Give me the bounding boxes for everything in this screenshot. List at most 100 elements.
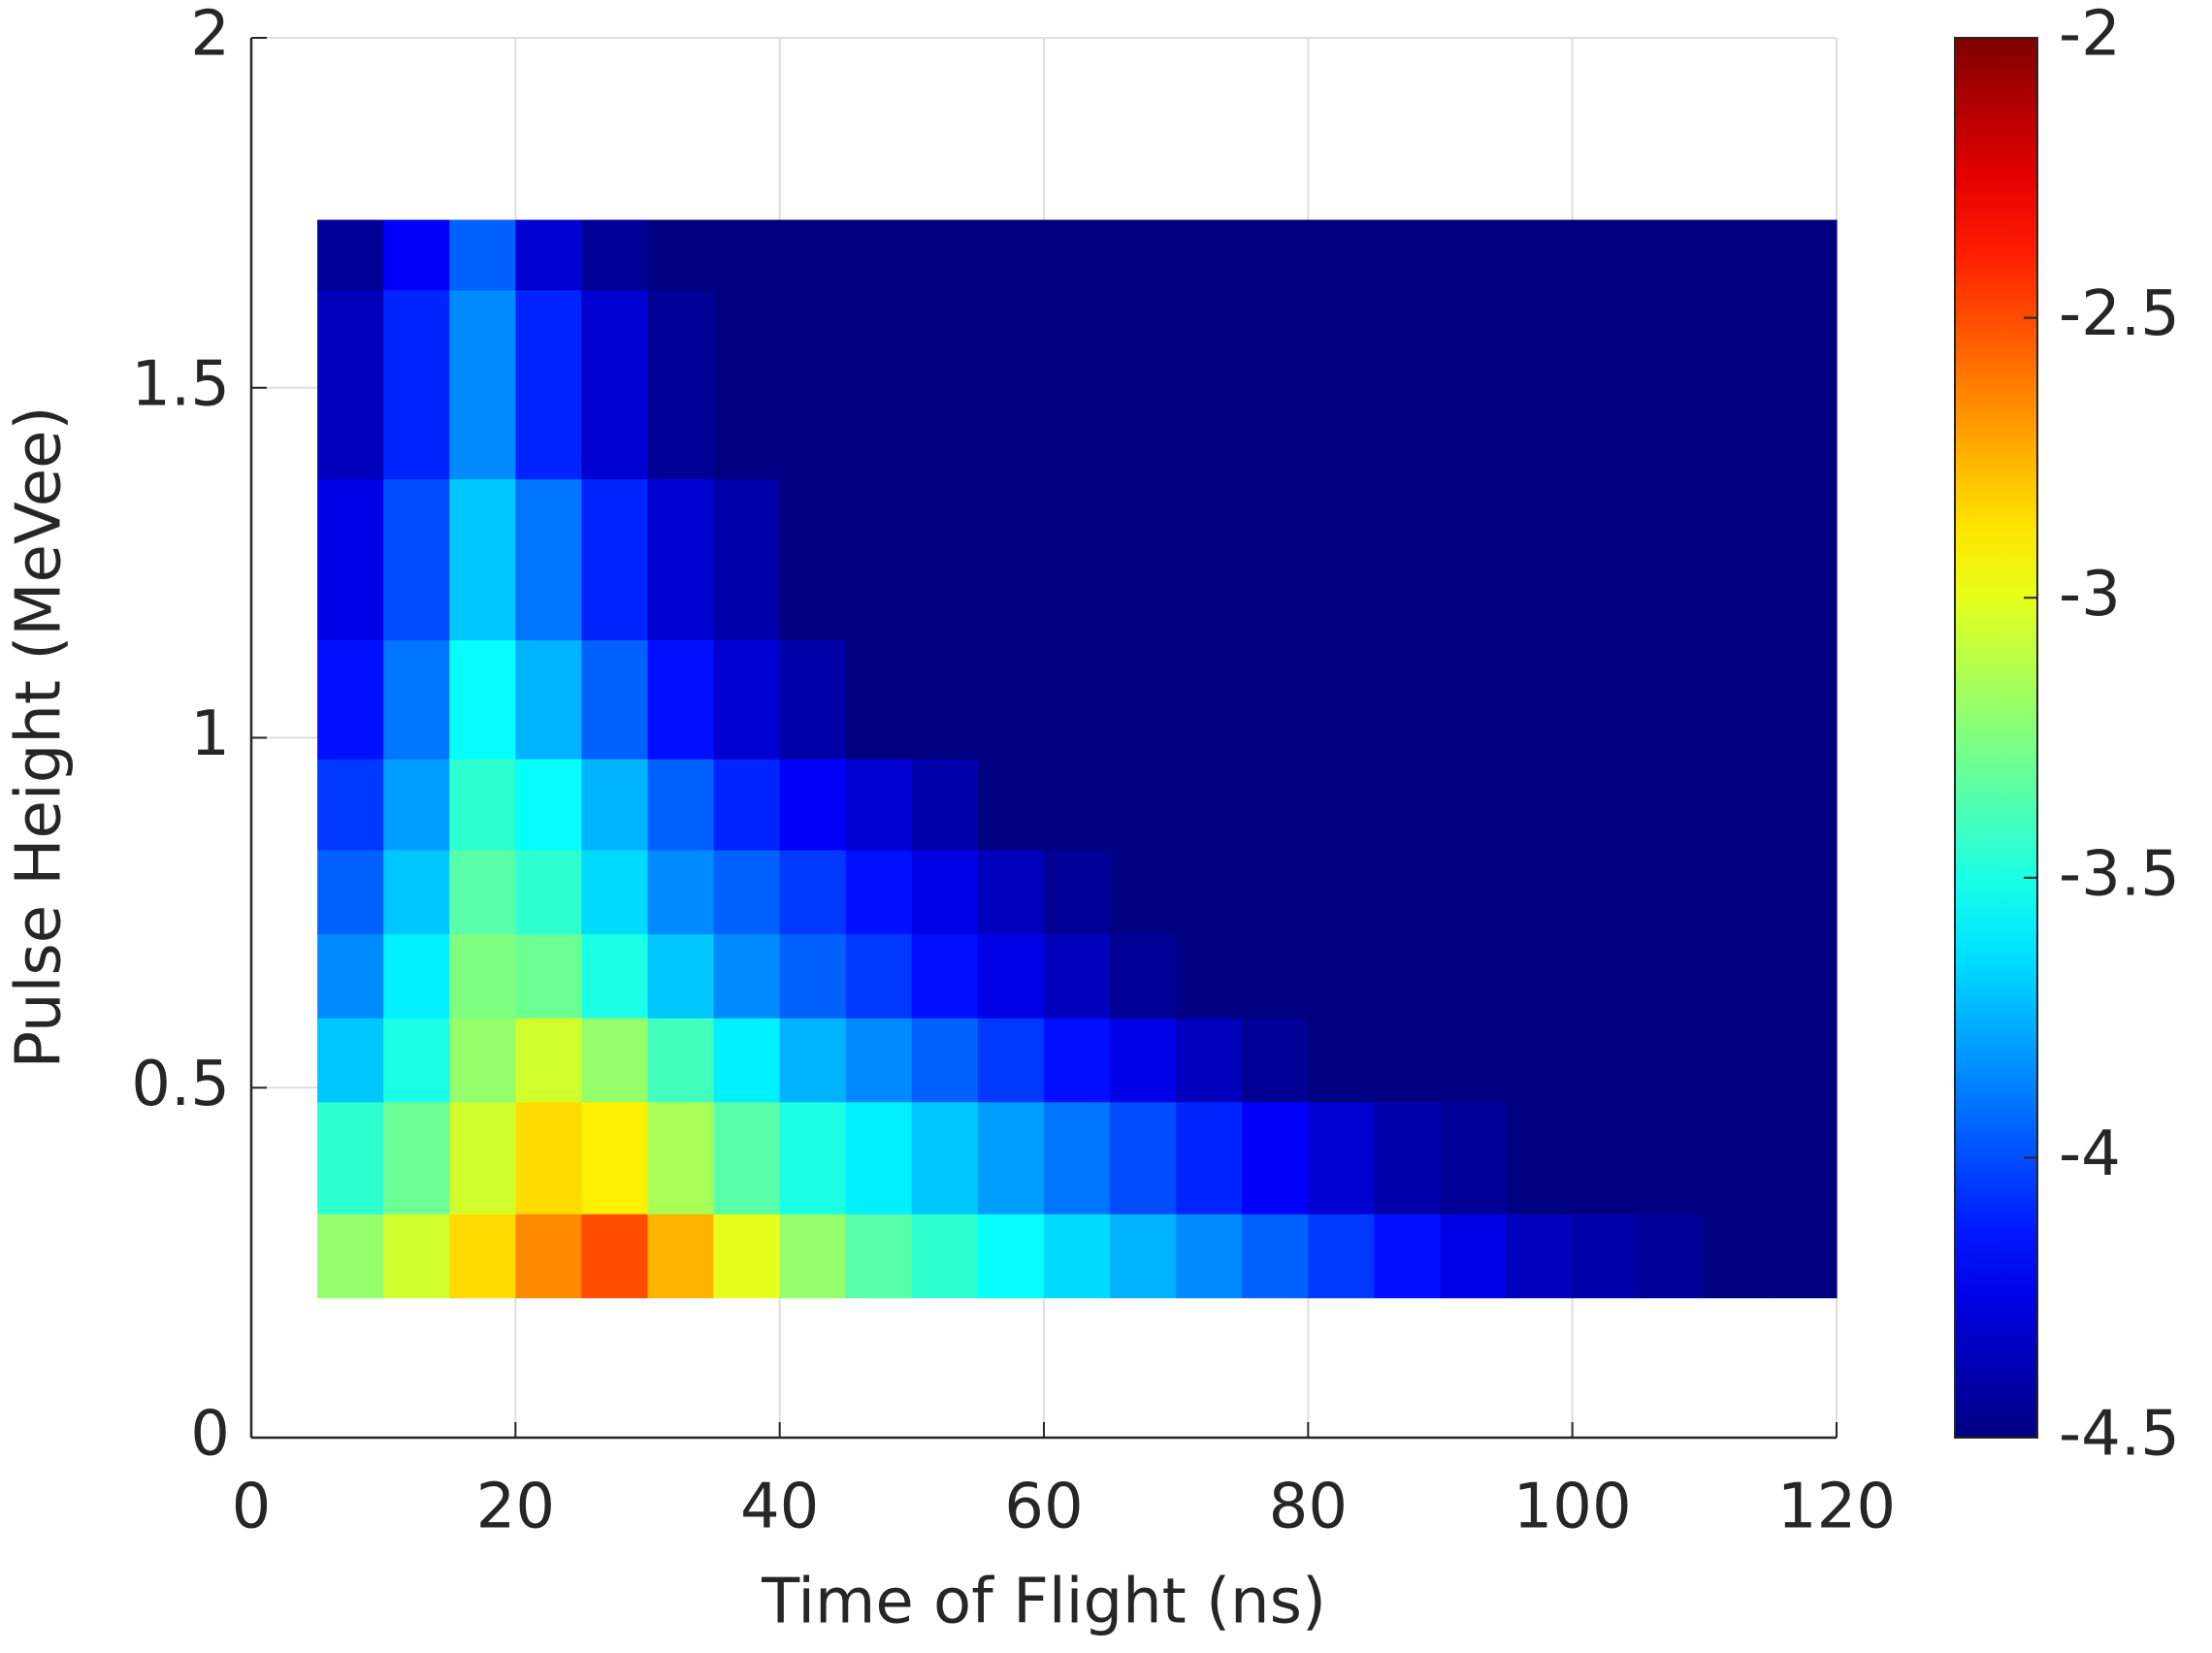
- heatmap-cell: [1176, 1214, 1243, 1299]
- heatmap-cell: [449, 219, 516, 291]
- heatmap-cell: [1506, 1214, 1574, 1299]
- heatmap-cell: [1110, 289, 1177, 480]
- heatmap-cell: [977, 289, 1045, 480]
- heatmap-cell: [1110, 1214, 1177, 1299]
- heatmap-cell: [647, 639, 715, 760]
- heatmap-cell: [911, 1018, 979, 1103]
- heatmap-cell: [647, 759, 715, 851]
- heatmap-cell: [1374, 289, 1442, 480]
- heatmap-cell: [1770, 478, 1838, 641]
- heatmap-cell: [977, 1101, 1045, 1215]
- heatmap-cell: [515, 759, 583, 851]
- heatmap-cell: [977, 219, 1045, 291]
- heatmap-cell: [1638, 1018, 1706, 1103]
- heatmap-cell: [317, 639, 384, 760]
- x-axis-label: Time of Flight (ns): [761, 1567, 1326, 1638]
- heatmap-cell: [845, 219, 913, 291]
- heatmap-cell: [1308, 219, 1376, 291]
- heatmap-cell: [383, 1018, 450, 1103]
- heatmap-cell: [449, 1018, 516, 1103]
- heatmap-cell: [1308, 1018, 1376, 1103]
- heatmap-cell: [449, 1214, 516, 1299]
- heatmap-cell: [1242, 933, 1309, 1019]
- heatmap-cell: [1044, 1018, 1111, 1103]
- heatmap-cell: [1374, 1018, 1442, 1103]
- heatmap-cell: [713, 478, 781, 641]
- heatmap-cell: [1770, 1018, 1838, 1103]
- heatmap-cell: [1704, 849, 1772, 935]
- heatmap-cell: [515, 639, 583, 760]
- heatmap-cell: [1572, 478, 1640, 641]
- heatmap-cell: [581, 759, 649, 851]
- heatmap-cell: [1308, 849, 1376, 935]
- heatmap-cell: [515, 933, 583, 1019]
- colorbar-tick-label: -3.5: [2059, 838, 2180, 910]
- heatmap-cell: [1572, 219, 1640, 291]
- heatmap-cell: [581, 639, 649, 760]
- y-tick-label: 0: [190, 1399, 230, 1471]
- heatmap-cell: [1308, 639, 1376, 760]
- heatmap-cell: [977, 478, 1045, 641]
- heatmap-cell: [1440, 849, 1508, 935]
- heatmap-cell: [515, 1101, 583, 1215]
- heatmap-cell: [1770, 639, 1838, 760]
- heatmap-cell: [1110, 219, 1177, 291]
- heatmap-cell: [383, 759, 450, 851]
- heatmap-cell: [1770, 933, 1838, 1019]
- heatmap-cell: [1044, 478, 1111, 641]
- heatmap-cell: [1440, 759, 1508, 851]
- heatmap-cell: [383, 289, 450, 480]
- heatmap-cell: [1176, 759, 1243, 851]
- heatmap-cell: [581, 1101, 649, 1215]
- heatmap-cell: [1638, 478, 1706, 641]
- heatmap-cell: [1770, 219, 1838, 291]
- heatmap-cell: [1308, 759, 1376, 851]
- heatmap-cell: [1242, 639, 1309, 760]
- heatmap-cell: [845, 478, 913, 641]
- axes: 0 20 40 60 80 100 120 0 0.5 1 1.5 2 -4.5 -4 -3.5 -3 -2.5…: [131, 0, 2180, 1543]
- heatmap-cell: [1242, 1101, 1309, 1215]
- y-tick-label: 1: [190, 698, 230, 770]
- heatmap-cell: [581, 478, 649, 641]
- heatmap-cell: [1440, 219, 1508, 291]
- heatmap-cell: [911, 1101, 979, 1215]
- heatmap-cell: [1440, 1214, 1508, 1299]
- heatmap-cell: [1506, 1018, 1574, 1103]
- heatmap-cell: [713, 1018, 781, 1103]
- heatmap-cell: [1638, 219, 1706, 291]
- heatmap-cell: [1704, 219, 1772, 291]
- x-tick-label: 20: [476, 1472, 555, 1543]
- heatmap-cell: [647, 849, 715, 935]
- heatmap-cell: [1704, 1018, 1772, 1103]
- heatmap-cell: [1176, 219, 1243, 291]
- heatmap-cell: [845, 933, 913, 1019]
- y-tick-label: 1.5: [131, 348, 230, 420]
- heatmap-cell: [647, 1101, 715, 1215]
- heatmap-cell: [1638, 933, 1706, 1019]
- heatmap-cell: [449, 289, 516, 480]
- heatmap-cell: [581, 289, 649, 480]
- heatmap-cell: [1506, 759, 1574, 851]
- heatmap-cell: [845, 759, 913, 851]
- x-tick-label: 120: [1777, 1472, 1896, 1543]
- colorbar: [1954, 37, 2038, 1439]
- heatmap-cell: [1176, 478, 1243, 641]
- heatmap-cell: [713, 759, 781, 851]
- heatmap-cell: [581, 1018, 649, 1103]
- heatmap-cell: [1638, 849, 1706, 935]
- heatmap-cell: [449, 759, 516, 851]
- heatmap-cell: [977, 933, 1045, 1019]
- heatmap-cell: [1572, 1101, 1640, 1215]
- heatmap-cell: [845, 639, 913, 760]
- heatmap-cell: [1044, 219, 1111, 291]
- heatmap-cell: [1242, 849, 1309, 935]
- heatmap-cell: [779, 849, 847, 935]
- heatmap-cell: [515, 1018, 583, 1103]
- heatmap-cell: [1638, 759, 1706, 851]
- y-tick-label: 0.5: [131, 1049, 230, 1120]
- heatmap-cell: [1440, 639, 1508, 760]
- heatmap-cell: [1374, 478, 1442, 641]
- heatmap-cell: [449, 478, 516, 641]
